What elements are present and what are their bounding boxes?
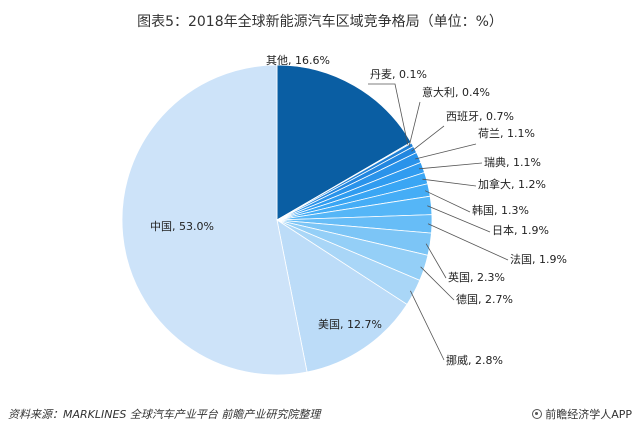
- leader-line: [425, 243, 447, 279]
- slice-label: 德国, 2.7%: [456, 292, 513, 306]
- leader-line: [422, 178, 477, 187]
- leader-line: [418, 162, 483, 170]
- slice-label: 法国, 1.9%: [510, 252, 567, 266]
- leader-line: [408, 101, 421, 147]
- pie-slices: [121, 64, 433, 376]
- leader-lines: [368, 83, 509, 361]
- slice-label: 丹麦, 0.1%: [370, 68, 427, 81]
- source-note: 资料来源：MARKLINES 全球汽车产业平台 前瞻产业研究院整理: [8, 408, 321, 421]
- leader-line: [415, 143, 477, 160]
- slice-label: 意大利, 0.4%: [422, 85, 490, 99]
- pie-slice: [276, 219, 408, 373]
- chart-title: 图表5：2018年全球新能源汽车区域竞争格局（单位：%）: [137, 13, 503, 30]
- slice-label: 西班牙, 0.7%: [446, 110, 514, 123]
- slice-label: 英国, 2.3%: [448, 270, 505, 284]
- slice-label: 瑞典, 1.1%: [484, 155, 541, 169]
- slice-label: 韩国, 1.3%: [472, 203, 529, 217]
- leader-line: [411, 125, 445, 152]
- leader-line: [427, 205, 491, 233]
- pie-slice: [121, 64, 308, 376]
- slice-label: 其他, 16.6%: [266, 54, 330, 67]
- slice-label: 挪威, 2.8%: [446, 353, 503, 367]
- brand-logo-icon: [532, 409, 543, 419]
- brand-credit: 前瞻经济学人APP: [532, 406, 632, 422]
- slice-label: 美国, 12.7%: [318, 318, 382, 331]
- slice-label: 中国, 53.0%: [150, 220, 214, 233]
- slice-label: 日本, 1.9%: [492, 223, 549, 237]
- slice-label: 荷兰, 1.1%: [478, 127, 535, 140]
- leader-line: [424, 190, 471, 213]
- leader-line: [368, 83, 409, 145]
- slice-label: 加拿大, 1.2%: [478, 177, 546, 191]
- leader-line: [410, 290, 445, 361]
- slice-labels: 其他, 16.6% 丹麦, 0.1% 意大利, 0.4% 西班牙, 0.7% 荷兰, 1…: [150, 54, 567, 367]
- brand-name: 前瞻经济学人APP: [545, 408, 632, 421]
- pie-slice: [276, 64, 412, 221]
- leader-line: [427, 223, 509, 261]
- leader-line: [420, 266, 455, 301]
